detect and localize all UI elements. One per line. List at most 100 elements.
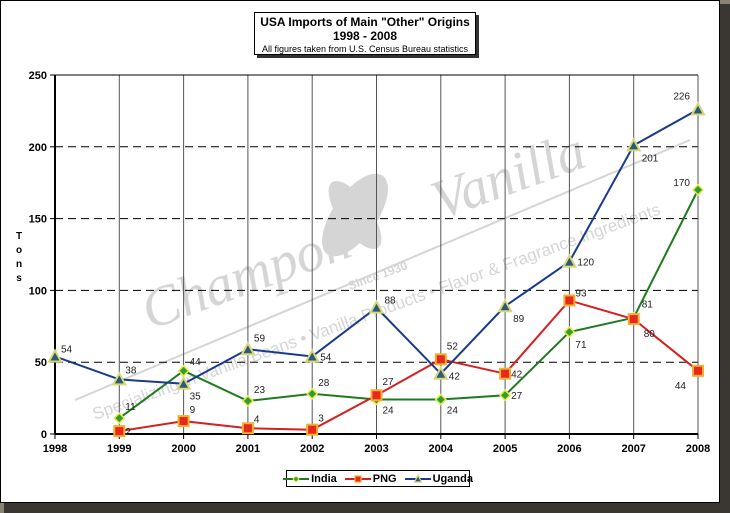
diamond-marker-icon bbox=[499, 389, 512, 402]
chart-title: USA Imports of Main "Other" Origins bbox=[260, 15, 470, 29]
square-marker-icon bbox=[370, 389, 383, 402]
y-axis-label-char: n bbox=[15, 259, 23, 270]
triangle-marker-icon bbox=[561, 253, 578, 268]
x-tick-label: 1999 bbox=[107, 443, 131, 455]
legend: India PNG Uganda bbox=[283, 470, 473, 487]
triangle-marker-icon bbox=[111, 371, 127, 386]
chart-subtitle: 1998 - 2008 bbox=[332, 29, 398, 43]
diamond-marker-icon bbox=[563, 325, 576, 339]
data-label: 9 bbox=[190, 405, 196, 416]
triangle-marker-icon bbox=[368, 299, 385, 314]
data-label: 81 bbox=[642, 300, 654, 311]
triangle-marker-icon bbox=[433, 365, 449, 380]
x-tick-label: 2006 bbox=[557, 443, 581, 455]
x-tick-label: 2008 bbox=[686, 443, 710, 455]
series-lines bbox=[47, 101, 706, 438]
y-axis-label-char: s bbox=[16, 273, 22, 284]
data-label: 120 bbox=[577, 258, 594, 269]
diamond-marker-icon bbox=[292, 474, 300, 483]
diamond-marker-icon bbox=[113, 412, 126, 425]
chart-title-box: USA Imports of Main "Other" Origins 1998… bbox=[254, 12, 476, 55]
x-tick-label: 1998 bbox=[43, 443, 67, 455]
triangle-marker-icon bbox=[497, 298, 513, 313]
axes: 0 50 100 150 200 250 1998 1999 2000 2001 2002 2003 2… bbox=[29, 70, 711, 455]
data-label: 54 bbox=[320, 352, 332, 363]
triangle-marker-icon bbox=[690, 101, 706, 116]
vanilla-flower-icon-petal bbox=[328, 180, 382, 250]
data-label: 89 bbox=[513, 314, 525, 325]
data-label: 170 bbox=[673, 178, 690, 189]
data-label: 71 bbox=[575, 340, 587, 351]
y-axis-label-char: T bbox=[15, 231, 23, 242]
diamond-marker-icon bbox=[241, 394, 254, 408]
square-marker-icon bbox=[627, 313, 640, 326]
data-label: 23 bbox=[254, 385, 266, 396]
legend-item-png: PNG bbox=[344, 472, 397, 485]
watermark-line bbox=[74, 139, 691, 401]
data-labels: 11 44 23 28 24 24 27 71 81 170 2 9 4 3 27 52 42 93 80 44 54 3… bbox=[61, 91, 690, 438]
chart-note: All figures taken from U.S. Census Burea… bbox=[261, 44, 469, 54]
x-tick-label: 2007 bbox=[621, 443, 645, 455]
legend-label: India bbox=[311, 472, 337, 485]
grid-lines bbox=[55, 74, 699, 434]
x-tick-label: 2004 bbox=[429, 443, 454, 455]
data-label: 11 bbox=[125, 402, 136, 413]
frame-shadow-bottom bbox=[4, 503, 730, 513]
data-label: 52 bbox=[447, 341, 459, 352]
data-label: 27 bbox=[383, 377, 395, 388]
square-marker-icon bbox=[692, 364, 704, 377]
data-label: 201 bbox=[642, 153, 659, 164]
legend-triangle-icon bbox=[404, 473, 431, 483]
data-label: 24 bbox=[383, 406, 395, 417]
x-tick-label: 2001 bbox=[236, 443, 260, 455]
triangle-marker-icon bbox=[47, 348, 63, 363]
legend-item-india: India bbox=[283, 473, 337, 485]
diamond-marker-icon bbox=[691, 183, 705, 196]
y-tick-label: 200 bbox=[29, 142, 47, 154]
x-tick-label: 2002 bbox=[300, 443, 324, 455]
triangle-marker-icon bbox=[175, 375, 192, 390]
triangle-marker-icon bbox=[240, 341, 256, 356]
square-marker-icon bbox=[499, 367, 512, 380]
square-marker-icon bbox=[241, 422, 254, 435]
data-label: 38 bbox=[125, 365, 137, 376]
legend-label: PNG bbox=[372, 472, 397, 485]
square-marker-icon bbox=[563, 294, 576, 307]
y-tick-label: 0 bbox=[41, 429, 47, 441]
data-label: 28 bbox=[318, 378, 330, 389]
data-label: 88 bbox=[385, 296, 397, 307]
data-label: 80 bbox=[644, 329, 656, 340]
data-label: 4 bbox=[254, 414, 260, 425]
legend-item-uganda: Uganda bbox=[404, 472, 473, 485]
square-marker-icon bbox=[434, 353, 447, 366]
square-marker-icon bbox=[113, 425, 126, 438]
data-label: 42 bbox=[449, 372, 461, 383]
watermark-brand-2: Vanilla bbox=[423, 120, 593, 233]
y-tick-label: 50 bbox=[35, 357, 47, 369]
data-label: 44 bbox=[675, 381, 687, 392]
data-label: 27 bbox=[511, 391, 523, 402]
y-tick-label: 250 bbox=[29, 70, 47, 82]
data-label: 93 bbox=[575, 288, 587, 299]
data-label: 35 bbox=[190, 392, 202, 403]
series-line-png bbox=[119, 299, 699, 433]
square-marker-icon bbox=[177, 415, 190, 428]
data-label: 3 bbox=[318, 414, 324, 425]
square-marker-icon bbox=[354, 474, 362, 483]
y-tick-label: 150 bbox=[29, 214, 47, 226]
square-marker-icon bbox=[306, 423, 319, 436]
data-label: 24 bbox=[447, 406, 459, 417]
data-label: 44 bbox=[190, 357, 202, 368]
legend-label: Uganda bbox=[432, 472, 473, 485]
data-label: 59 bbox=[254, 333, 266, 344]
x-tick-label: 2005 bbox=[493, 443, 517, 455]
diamond-marker-icon bbox=[306, 387, 319, 400]
data-label: 226 bbox=[673, 91, 690, 102]
triangle-marker-icon bbox=[304, 348, 320, 363]
diamond-marker-icon bbox=[434, 393, 447, 406]
series-line-india bbox=[118, 189, 699, 420]
triangle-marker-icon bbox=[412, 473, 423, 483]
x-tick-label: 2000 bbox=[171, 443, 195, 455]
